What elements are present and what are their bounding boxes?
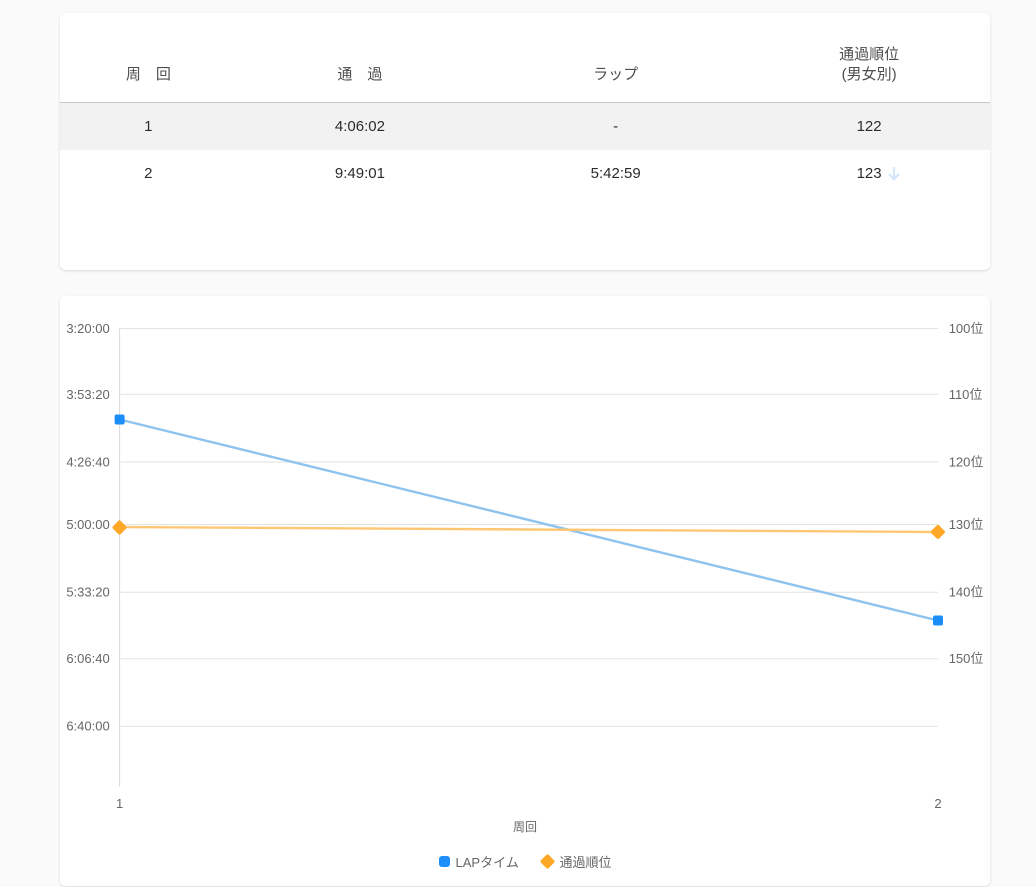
svg-text:6:06:40: 6:06:40 (66, 651, 109, 666)
svg-text:5:00:00: 5:00:00 (66, 517, 109, 532)
svg-text:110位: 110位 (949, 387, 983, 402)
svg-text:130位: 130位 (949, 517, 984, 532)
svg-text:1: 1 (116, 796, 123, 811)
svg-text:150位: 150位 (949, 651, 984, 666)
svg-text:3:20:00: 3:20:00 (66, 321, 109, 336)
svg-text:100位: 100位 (949, 321, 984, 336)
svg-text:4:26:40: 4:26:40 (66, 455, 109, 470)
svg-text:6:40:00: 6:40:00 (66, 719, 109, 734)
svg-text:120位: 120位 (949, 455, 984, 470)
svg-text:3:53:20: 3:53:20 (66, 387, 109, 402)
svg-text:5:33:20: 5:33:20 (66, 585, 109, 600)
svg-text:140位: 140位 (949, 585, 984, 600)
svg-text:2: 2 (934, 796, 941, 811)
